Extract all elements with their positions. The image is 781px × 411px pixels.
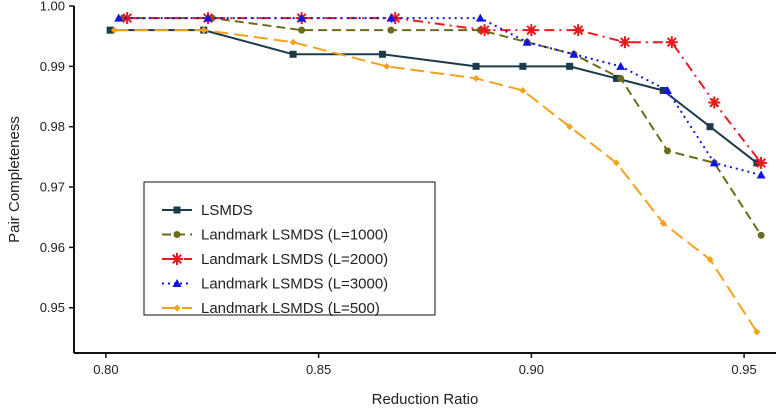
data-point-triangle-marker [297, 13, 307, 22]
series-line [114, 29, 758, 333]
x-tick-label: 0.85 [306, 362, 331, 377]
data-point-diamond-marker [383, 62, 391, 70]
series-group [106, 26, 761, 167]
x-ticks: 0.80 0.85 0.90 0.95 [93, 353, 757, 377]
data-point-circle-marker [757, 231, 765, 239]
data-point-diamond-marker [289, 38, 297, 46]
data-point-square-marker [706, 123, 714, 131]
y-tick-label: 0.96 [40, 240, 65, 255]
data-point-circle-marker [664, 147, 672, 155]
legend-label: Landmark LSMDS (L=1000) [201, 227, 388, 244]
data-point-triangle-marker [475, 13, 485, 22]
legend-label: Landmark LSMDS (L=500) [201, 300, 380, 317]
data-point-triangle-marker [114, 13, 124, 22]
legend: LSMDS Landmark LSMDS (L=1000) Landmark LSM… [143, 181, 436, 317]
data-point-triangle-marker [203, 13, 213, 22]
data-point-asterisk-marker [572, 24, 585, 37]
data-point-triangle-marker [569, 49, 579, 58]
y-tick-label: 0.97 [40, 180, 65, 195]
series-group [114, 13, 766, 179]
legend-item: Landmark LSMDS (L=500) [162, 300, 380, 317]
data-point-diamond-marker [566, 123, 574, 131]
data-point-asterisk-marker [755, 156, 768, 169]
data-point-triangle-marker [663, 85, 673, 94]
data-point-diamond-marker [110, 26, 118, 34]
x-tick-label: 0.95 [731, 362, 756, 377]
legend-item: Landmark LSMDS (L=3000) [162, 276, 388, 293]
data-point-diamond-marker [659, 219, 667, 227]
data-point-triangle-marker [172, 279, 182, 287]
data-point-triangle-marker [386, 13, 396, 22]
legend-box [143, 181, 436, 316]
data-point-asterisk-marker [618, 36, 631, 49]
series-group [110, 26, 761, 336]
data-point-diamond-marker [706, 255, 714, 263]
legend-item: Landmark LSMDS (L=1000) [162, 227, 388, 244]
series-group [121, 12, 768, 169]
y-ticks: 0.95 0.96 0.97 0.98 0.99 1.00 [40, 0, 74, 315]
x-tick-label: 0.90 [519, 362, 544, 377]
data-point-circle-marker [617, 74, 625, 82]
y-axis-title: Pair Completeness [6, 116, 23, 243]
data-point-square-marker [378, 50, 386, 58]
data-point-diamond-marker [200, 26, 208, 34]
data-point-diamond-marker [472, 74, 480, 82]
data-point-circle-marker [298, 26, 306, 34]
data-point-square-marker [106, 26, 114, 34]
data-point-diamond-marker [753, 328, 761, 336]
data-point-triangle-marker [709, 158, 719, 167]
x-axis-title: Reduction Ratio [372, 391, 479, 408]
data-point-diamond-marker [173, 304, 181, 312]
legend-item: LSMDS [162, 202, 253, 219]
y-tick-label: 0.95 [40, 300, 65, 315]
y-tick-label: 0.99 [40, 59, 65, 74]
data-point-square-marker [289, 50, 297, 58]
y-tick-label: 1.00 [40, 0, 65, 14]
legend-label: Landmark LSMDS (L=3000) [201, 276, 388, 293]
data-point-square-marker [612, 74, 620, 82]
data-point-circle-marker [173, 231, 181, 238]
data-point-asterisk-marker [478, 24, 491, 37]
data-point-asterisk-marker [525, 24, 538, 37]
data-point-diamond-marker [519, 86, 527, 94]
x-tick-label: 0.80 [93, 362, 118, 377]
legend-item: Landmark LSMDS (L=2000) [162, 251, 388, 268]
data-point-triangle-marker [616, 61, 626, 70]
data-point-triangle-marker [522, 37, 532, 46]
data-point-circle-marker [387, 26, 395, 34]
data-point-square-marker [566, 62, 574, 70]
legend-label: Landmark LSMDS (L=2000) [201, 251, 388, 268]
data-point-square-marker [472, 62, 480, 70]
data-point-square-marker [519, 62, 527, 70]
data-point-square-marker [173, 206, 181, 214]
data-point-asterisk-marker [171, 253, 183, 265]
data-point-square-marker [659, 86, 667, 94]
series-layer [106, 12, 768, 336]
data-point-triangle-marker [756, 170, 766, 179]
series-line [110, 29, 758, 164]
data-point-diamond-marker [612, 159, 620, 167]
data-point-asterisk-marker [665, 36, 678, 49]
y-tick-label: 0.98 [40, 119, 65, 134]
legend-label: LSMDS [201, 202, 253, 219]
data-point-asterisk-marker [708, 96, 721, 109]
